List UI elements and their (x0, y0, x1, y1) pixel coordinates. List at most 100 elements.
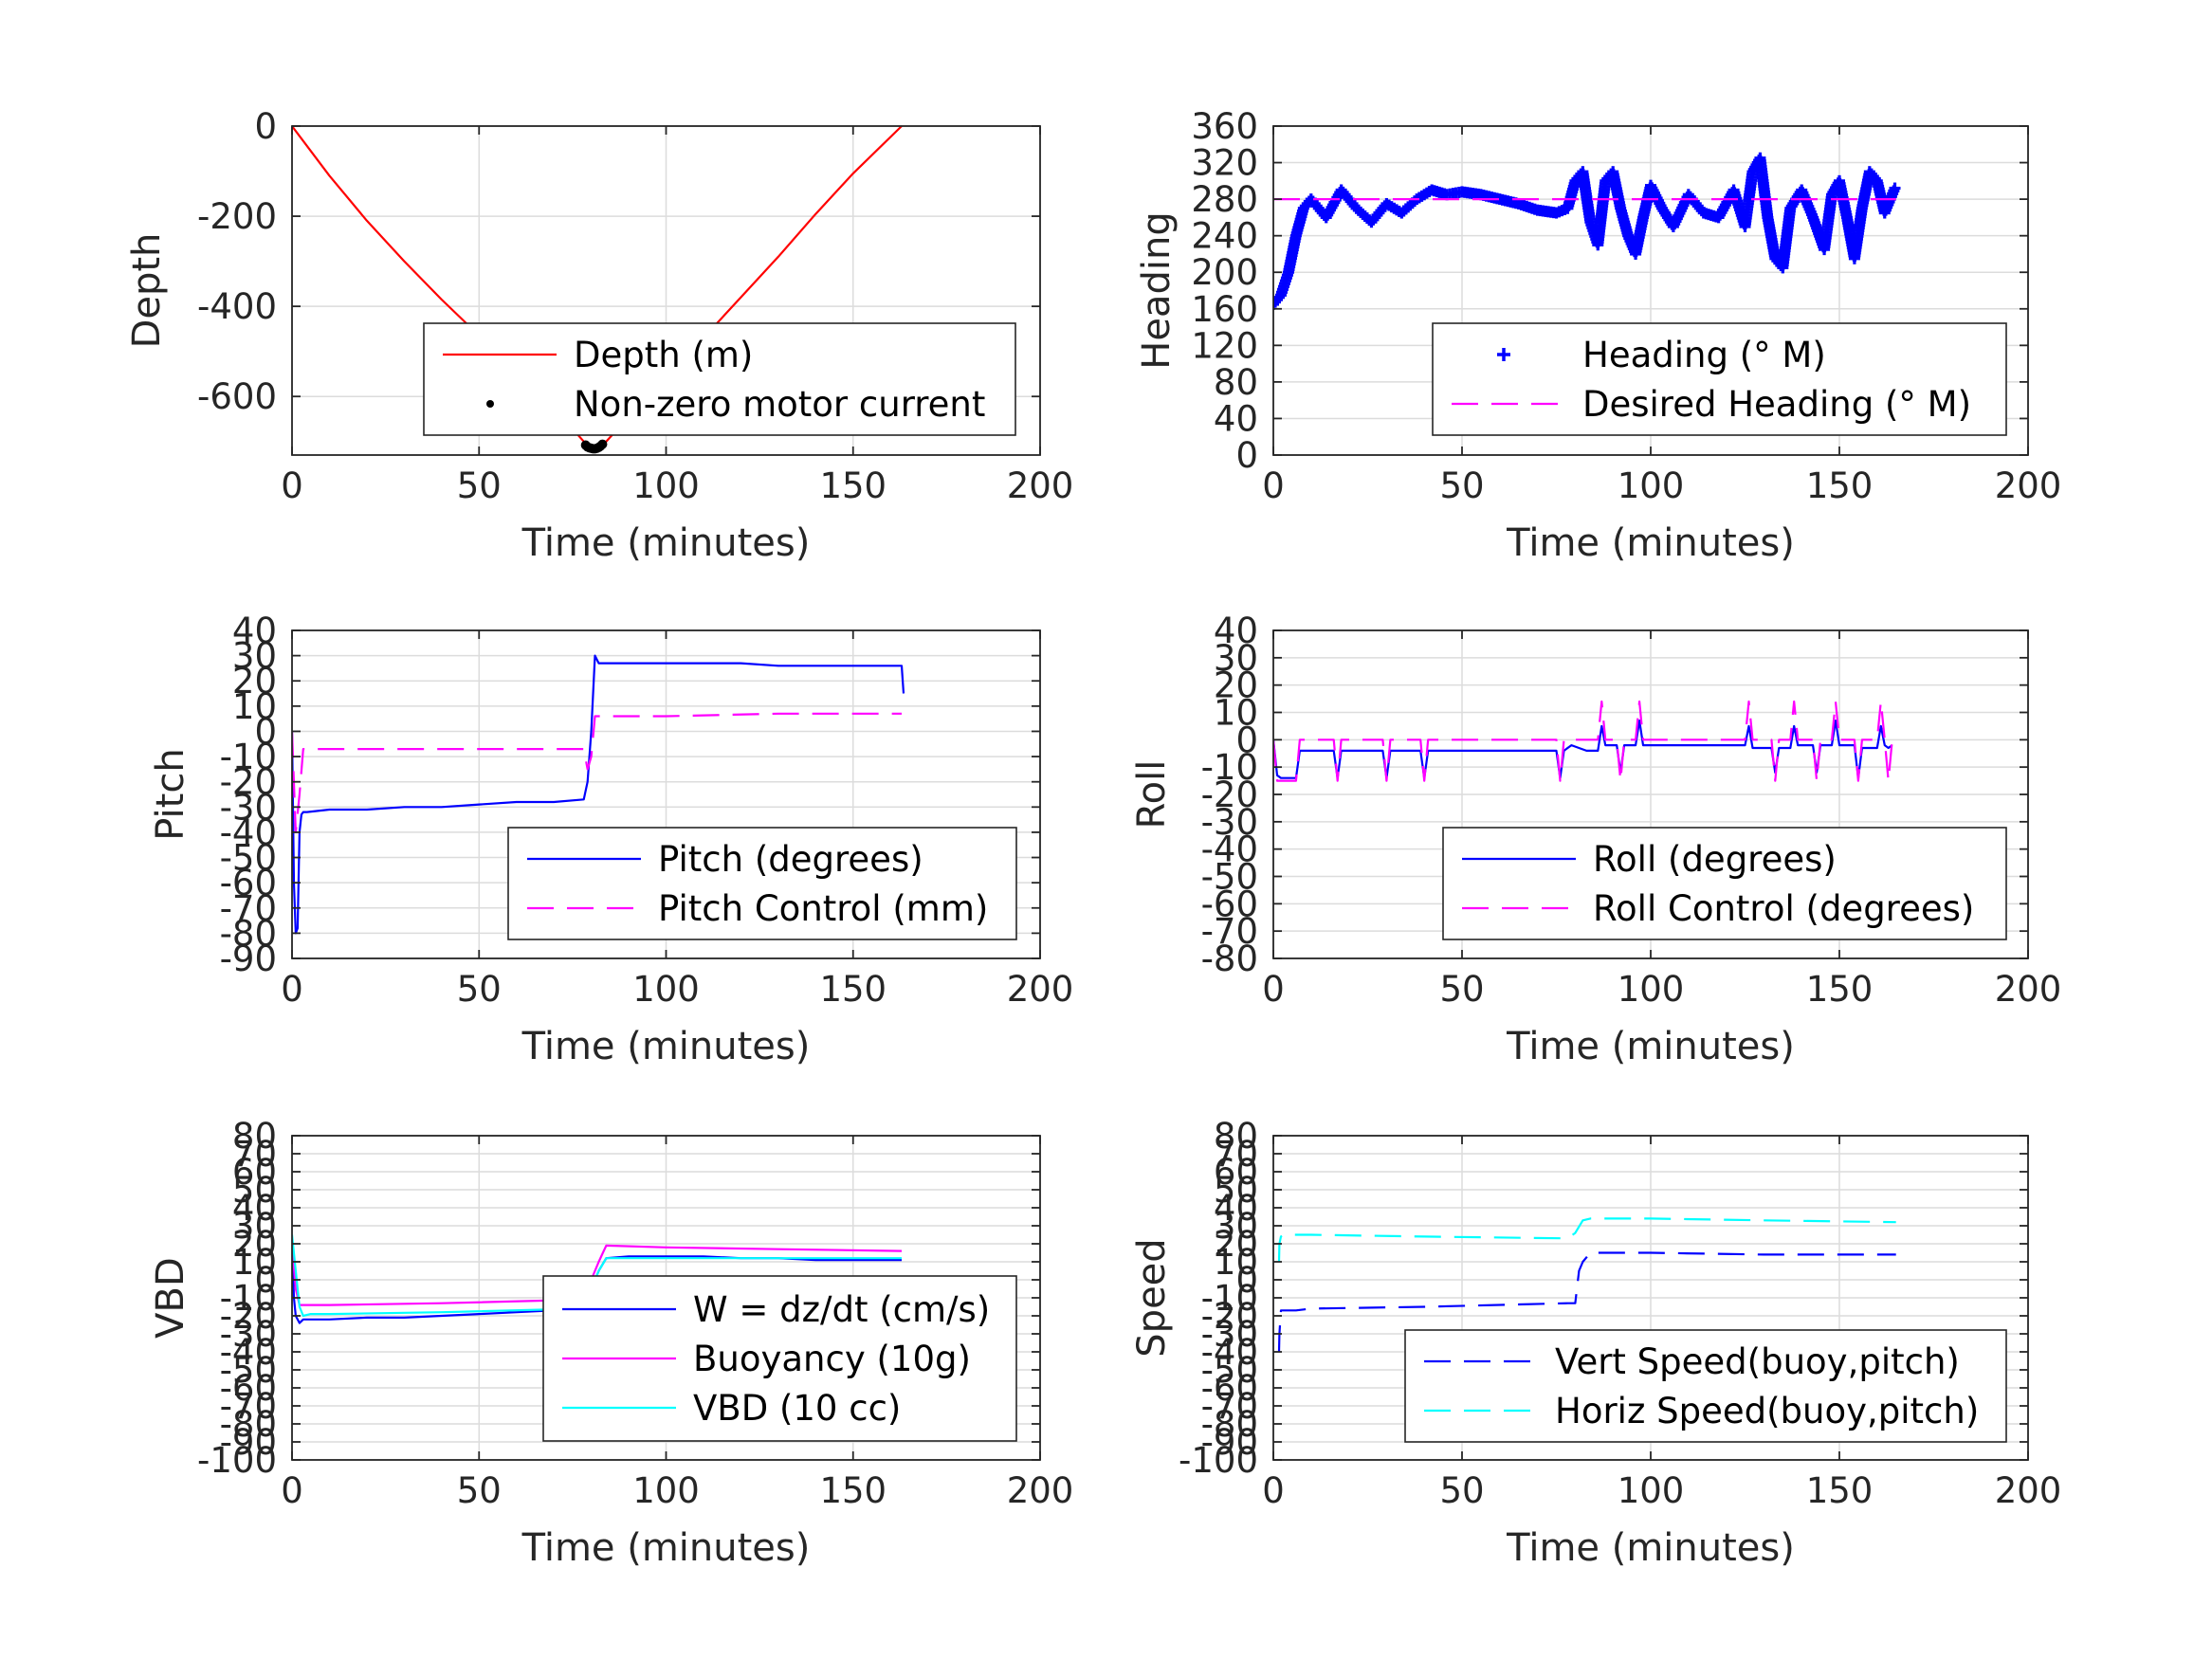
x-tick-label: 0 (1262, 465, 1285, 506)
y-axis-label: Speed (1130, 1238, 1174, 1357)
legend-label: Heading (° M) (1582, 335, 1826, 375)
y-tick-label: -90 (1201, 1422, 1258, 1463)
y-tick-label: 20 (232, 661, 277, 702)
y-tick-label: 40 (232, 611, 277, 651)
y-tick-label: 80 (232, 1116, 277, 1157)
y-tick-label: 30 (232, 636, 277, 677)
y-tick-label: -20 (220, 762, 277, 803)
y-tick-label: 120 (1191, 325, 1258, 366)
x-axis-label: Time (minutes) (1506, 1025, 1795, 1068)
y-tick-label: -80 (1201, 1404, 1258, 1445)
legend-label: Desired Heading (° M) (1582, 384, 1971, 425)
y-tick-label: -20 (1201, 1296, 1258, 1337)
y-tick-label: -70 (220, 1386, 277, 1427)
y-tick-label: -80 (220, 913, 277, 954)
x-tick-label: 50 (457, 969, 502, 1010)
y-tick-label: -70 (1201, 911, 1258, 952)
y-tick-label: 30 (1214, 1206, 1258, 1247)
legend-label: Roll (degrees) (1593, 839, 1837, 880)
x-tick-label: 50 (457, 465, 502, 506)
series-roll-0 (1273, 719, 1893, 779)
series-heading-0 (1273, 152, 1901, 310)
y-tick-label: 30 (232, 1206, 277, 1247)
y-tick-label: 40 (1214, 1188, 1258, 1229)
y-tick-label: 160 (1191, 289, 1258, 330)
legend-label: Horiz Speed(buoy,pitch) (1555, 1391, 1979, 1431)
y-tick-label: 0 (254, 711, 277, 752)
y-tick-label: -80 (220, 1404, 277, 1445)
y-tick-label: -60 (220, 1368, 277, 1409)
y-tick-label: -100 (1179, 1440, 1258, 1481)
y-tick-label: 40 (1214, 611, 1258, 651)
x-tick-label: 0 (1262, 969, 1285, 1010)
y-tick-label: -50 (220, 838, 277, 879)
y-tick-label: 40 (1214, 398, 1258, 439)
x-tick-label: 150 (819, 465, 887, 506)
x-axis-label: Time (minutes) (521, 521, 811, 565)
y-tick-label: 20 (1214, 665, 1258, 706)
y-tick-label: 80 (1214, 362, 1258, 403)
y-tick-label: -60 (1201, 884, 1258, 924)
x-tick-label: 200 (1995, 969, 2062, 1010)
panel-pitch: 0 50 100 150 200403020100-10-20-30-40-50-60-… (149, 611, 1073, 1068)
legend-label: Buoyancy (10g) (693, 1339, 971, 1379)
series-depth-1-point (597, 439, 608, 449)
y-tick-label: 360 (1191, 106, 1258, 147)
x-tick-label: 100 (1618, 465, 1685, 506)
x-tick-label: 100 (632, 969, 700, 1010)
y-tick-label: -70 (1201, 1386, 1258, 1427)
y-tick-label: 0 (254, 1260, 277, 1301)
y-tick-label: 320 (1191, 143, 1258, 184)
legend-label: W = dz/dt (cm/s) (693, 1289, 990, 1330)
series-speed-0 (1277, 1251, 1896, 1353)
legend-speed: Vert Speed(buoy,pitch) Horiz Speed(buoy,p… (1404, 1329, 2007, 1443)
y-tick-label: 10 (1214, 1242, 1258, 1283)
y-tick-label: -40 (1201, 1332, 1258, 1373)
y-tick-label: -10 (220, 1278, 277, 1319)
y-tick-label: -20 (220, 1296, 277, 1337)
plot-area (1273, 700, 1893, 782)
x-tick-label: 200 (1995, 465, 2062, 506)
y-tick-label: 0 (1235, 720, 1258, 760)
y-tick-label: -50 (220, 1350, 277, 1391)
y-tick-label: -60 (220, 863, 277, 903)
panel-speed: 0 50 100 150 20080706050403020100-10-20-30-4… (1130, 1116, 2061, 1570)
y-tick-label: 50 (232, 1170, 277, 1211)
panel-roll: 0 50 100 150 200403020100-10-20-30-40-50-60-… (1130, 611, 2061, 1068)
y-tick-label: 20 (232, 1224, 277, 1265)
y-tick-label: 10 (1214, 693, 1258, 734)
y-tick-label: -40 (1201, 830, 1258, 870)
x-tick-label: 100 (1618, 969, 1685, 1010)
series-pitch-1 (292, 712, 902, 834)
y-tick-label: 280 (1191, 179, 1258, 220)
y-tick-label: 200 (1191, 252, 1258, 293)
y-tick-label: 60 (1214, 1152, 1258, 1193)
x-tick-label: 100 (632, 465, 700, 506)
y-tick-label: -10 (220, 737, 277, 777)
x-axis-label: Time (minutes) (521, 1025, 811, 1068)
y-tick-label: -200 (197, 196, 277, 237)
y-tick-label: -90 (220, 939, 277, 979)
y-tick-label: 0 (1235, 1260, 1258, 1301)
y-tick-label: -50 (1201, 1350, 1258, 1391)
y-tick-label: 20 (1214, 1224, 1258, 1265)
panel-depth: 0 50 100 150 200 0 -200 -400 -600 Time (minutes) D… (125, 106, 1073, 565)
y-axis-label: Roll (1130, 760, 1174, 830)
series-vbd-2 (292, 1234, 902, 1318)
y-tick-label: -90 (220, 1422, 277, 1463)
legend-roll: Roll (degrees) Roll Control (degrees) (1442, 827, 2007, 940)
x-axis-label: Time (minutes) (1506, 521, 1795, 565)
y-tick-label: -80 (1201, 939, 1258, 979)
y-tick-label: 30 (1214, 638, 1258, 679)
y-tick-label: -100 (197, 1440, 277, 1481)
plot-area (292, 125, 903, 454)
x-axis-label: Time (minutes) (1506, 1526, 1795, 1570)
y-tick-label: 0 (254, 106, 277, 147)
x-tick-label: 150 (819, 969, 887, 1010)
y-axis-label: Depth (125, 233, 169, 349)
y-axis-label: VBD (149, 1257, 192, 1339)
legend-depth: Depth (m) Non-zero motor current (423, 322, 1016, 436)
y-tick-label: 70 (232, 1134, 277, 1175)
x-tick-label: 50 (1439, 465, 1484, 506)
